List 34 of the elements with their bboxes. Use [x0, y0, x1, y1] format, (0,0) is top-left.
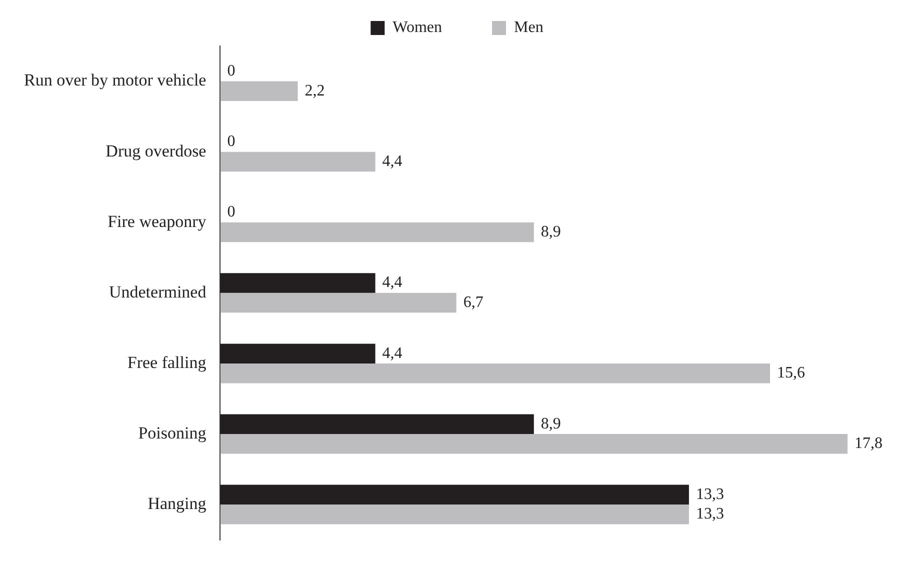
data-label: 15,6	[777, 364, 806, 382]
data-label: 0	[227, 133, 236, 150]
data-label: 4,4	[382, 152, 402, 170]
bar	[220, 81, 298, 102]
y-tick-label: Drug overdose	[106, 141, 206, 160]
bar	[220, 273, 376, 293]
data-label: 8,9	[540, 223, 561, 240]
bar	[220, 484, 689, 505]
data-label: 0	[227, 204, 236, 221]
bar	[220, 434, 848, 454]
bar	[220, 152, 376, 172]
data-label: 2,2	[304, 82, 325, 100]
bar	[220, 222, 534, 242]
y-tick-label: Undetermined	[108, 282, 207, 302]
bar	[220, 414, 534, 434]
y-tick-label: Run over by motor vehicle	[24, 70, 206, 90]
bar	[220, 363, 770, 384]
data-label: 0	[227, 62, 236, 80]
bar	[220, 504, 689, 524]
data-label: 8,9	[540, 415, 561, 432]
data-label: 17,8	[854, 435, 883, 452]
bar	[220, 292, 456, 313]
data-label: 6,7	[463, 294, 484, 311]
y-tick-label: Poisoning	[138, 423, 207, 442]
data-label: 13,3	[696, 486, 724, 503]
y-tick-label: Free falling	[127, 352, 207, 372]
data-label: 4,4	[382, 344, 402, 362]
legend-label: Women	[392, 19, 442, 36]
bar	[220, 344, 376, 364]
legend-label: Men	[514, 19, 544, 36]
data-label: 4,4	[382, 274, 402, 292]
y-tick-label: Fire weaponry	[108, 212, 207, 231]
y-tick-label: Hanging	[148, 494, 207, 513]
data-label: 13,3	[696, 506, 724, 523]
